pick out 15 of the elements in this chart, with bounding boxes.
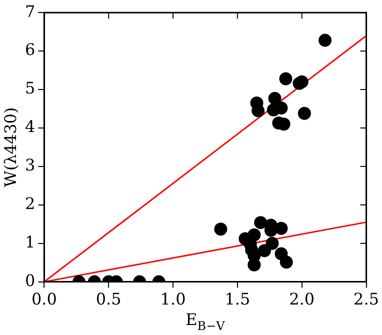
x-tick-label: 2.5 xyxy=(354,290,380,309)
y-tick-label: 0 xyxy=(24,270,36,290)
y-tick-label: 3 xyxy=(24,156,36,175)
y-tick-label: 4 xyxy=(24,117,36,136)
y-tick-label: 6 xyxy=(24,40,36,60)
x-tick-label: 1.0 xyxy=(160,290,186,309)
x-tick-label: 0.0 xyxy=(31,290,57,309)
x-tick-label: 0.5 xyxy=(96,290,122,309)
y-axis-title: W(λ4430) xyxy=(1,107,20,188)
y-tick-label: 7 xyxy=(24,2,36,21)
y-tick-label: 1 xyxy=(24,232,36,252)
y-tick-label: 5 xyxy=(24,78,36,98)
x-tick-label: 2.0 xyxy=(289,290,315,309)
y-tick-label: 2 xyxy=(24,194,36,214)
x-tick-label: 1.5 xyxy=(224,290,250,309)
